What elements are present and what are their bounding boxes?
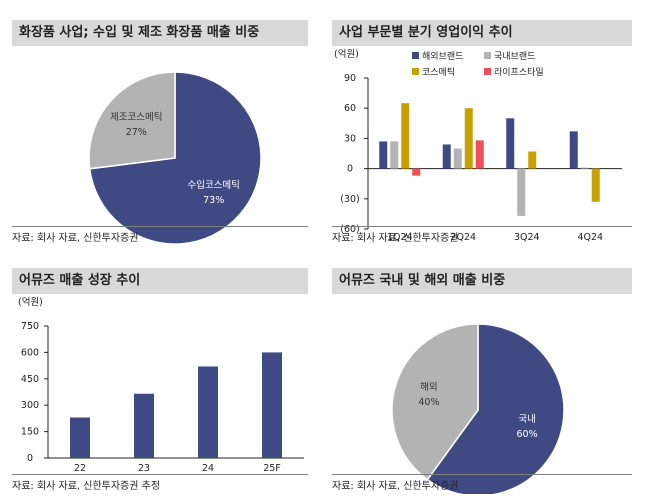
y-tick-label: 0 [27, 453, 33, 464]
x-tick-label: 24 [202, 463, 214, 474]
amuse-sales-bar-chart: (억원) 750 600 450 300 150 0 22 23 24 25F [18, 296, 304, 474]
legend-label: 해외브랜드 [422, 50, 463, 62]
bar [528, 151, 537, 169]
legend-swatch [484, 68, 491, 75]
bar [464, 108, 473, 169]
pie-slice-2 [88, 71, 176, 170]
bar [475, 140, 484, 169]
x-tick-label: 25F [263, 463, 281, 474]
panel-title: 어뮤즈 매출 성장 추이 [12, 268, 308, 294]
bar [412, 168, 421, 176]
bar [517, 168, 526, 216]
amuse-domestic-overseas-panel: 어뮤즈 국내 및 해외 매출 비중 국내 60% 해외 40% 자료: 회사 자료, … [332, 268, 632, 494]
pie-slice-label: 해외 [420, 381, 437, 393]
pie-slice-value-label: 60% [517, 429, 538, 440]
panel-title: 사업 부문별 분기 영업이익 추이 [332, 20, 632, 46]
pie-slice-value-label: 40% [418, 397, 439, 408]
x-tick-label: 3Q24 [514, 232, 540, 243]
source-note: 자료: 회사 자료, 신한투자증권 [332, 481, 459, 492]
panel-title: 화장품 사업; 수입 및 제조 화장품 매출 비중 [12, 20, 308, 46]
pie-slice-value-label: 73% [203, 195, 224, 206]
bar [134, 393, 154, 458]
y-tick-label: 60 [344, 103, 356, 114]
bar [70, 417, 90, 458]
cosmetics-share-pie-chart: 수입코스메틱 73% 제조코스메틱 27% [88, 71, 262, 245]
x-tick-label: 22 [74, 463, 86, 474]
y-tick-label: 0 [347, 164, 353, 175]
panel-title: 어뮤즈 국내 및 해외 매출 비중 [332, 268, 632, 294]
cosmetics-share-panel: 화장품 사업; 수입 및 제조 화장품 매출 비중 수입코스메틱 73% 제조코스메… [12, 20, 308, 246]
y-axis-unit-label: (억원) [18, 296, 43, 308]
bar [401, 103, 410, 169]
legend-label: 코스메틱 [422, 66, 455, 78]
x-tick-label: 2Q24 [450, 232, 476, 243]
x-tick-label: 1Q24 [387, 232, 413, 243]
bar [198, 366, 218, 458]
bar [506, 118, 515, 169]
legend-label: 라이프스타일 [494, 67, 544, 78]
pie-slice-label: 수입코스메틱 [187, 179, 239, 191]
pie-slice-value-label: 27% [126, 127, 147, 138]
source-note: 자료: 회사 자료, 신한투자증권 추정 [12, 481, 161, 492]
bar [569, 131, 578, 169]
x-tick-label: 23 [138, 463, 150, 474]
y-tick-label: (30) [340, 194, 360, 205]
y-tick-label: 90 [344, 73, 356, 84]
amuse-sales-growth-panel: 어뮤즈 매출 성장 추이 (억원) 750 600 450 300 150 0 22 23 24 2… [12, 268, 308, 494]
y-tick-label: 750 [21, 321, 39, 332]
pie-slice-label: 국내 [518, 414, 535, 425]
panel-divider [332, 226, 632, 227]
bar [379, 141, 388, 169]
panel-divider [12, 474, 308, 475]
y-tick-label: 30 [344, 133, 356, 144]
x-tick-label: 4Q24 [577, 232, 603, 243]
pie-slice-label: 제조코스메틱 [110, 111, 162, 123]
bar [442, 144, 451, 169]
legend-label: 국내브랜드 [494, 51, 535, 62]
y-tick-label: 150 [21, 427, 39, 438]
y-axis-unit-label: (억원) [334, 48, 359, 60]
panel-divider [12, 226, 308, 227]
amuse-domestic-overseas-pie-chart: 국내 60% 해외 40% [391, 323, 565, 494]
panel-divider [332, 474, 632, 475]
bar [453, 148, 462, 169]
legend-swatch [412, 52, 419, 59]
y-tick-label: 600 [21, 347, 39, 358]
bar [262, 352, 282, 458]
bar [591, 168, 600, 202]
bar [580, 167, 589, 169]
y-tick-label: (60) [340, 224, 360, 235]
source-note: 자료: 회사 자료, 신한투자증권 [332, 233, 459, 244]
pie-slice-2 [391, 323, 479, 481]
bar [390, 141, 399, 169]
legend-swatch [484, 52, 491, 59]
pie-slice-1 [426, 323, 565, 494]
y-tick-label: 450 [21, 374, 39, 385]
legend-swatch [412, 68, 419, 75]
source-note: 자료: 회사 자료, 신한투자증권 [12, 233, 139, 244]
y-tick-label: 300 [21, 400, 39, 411]
